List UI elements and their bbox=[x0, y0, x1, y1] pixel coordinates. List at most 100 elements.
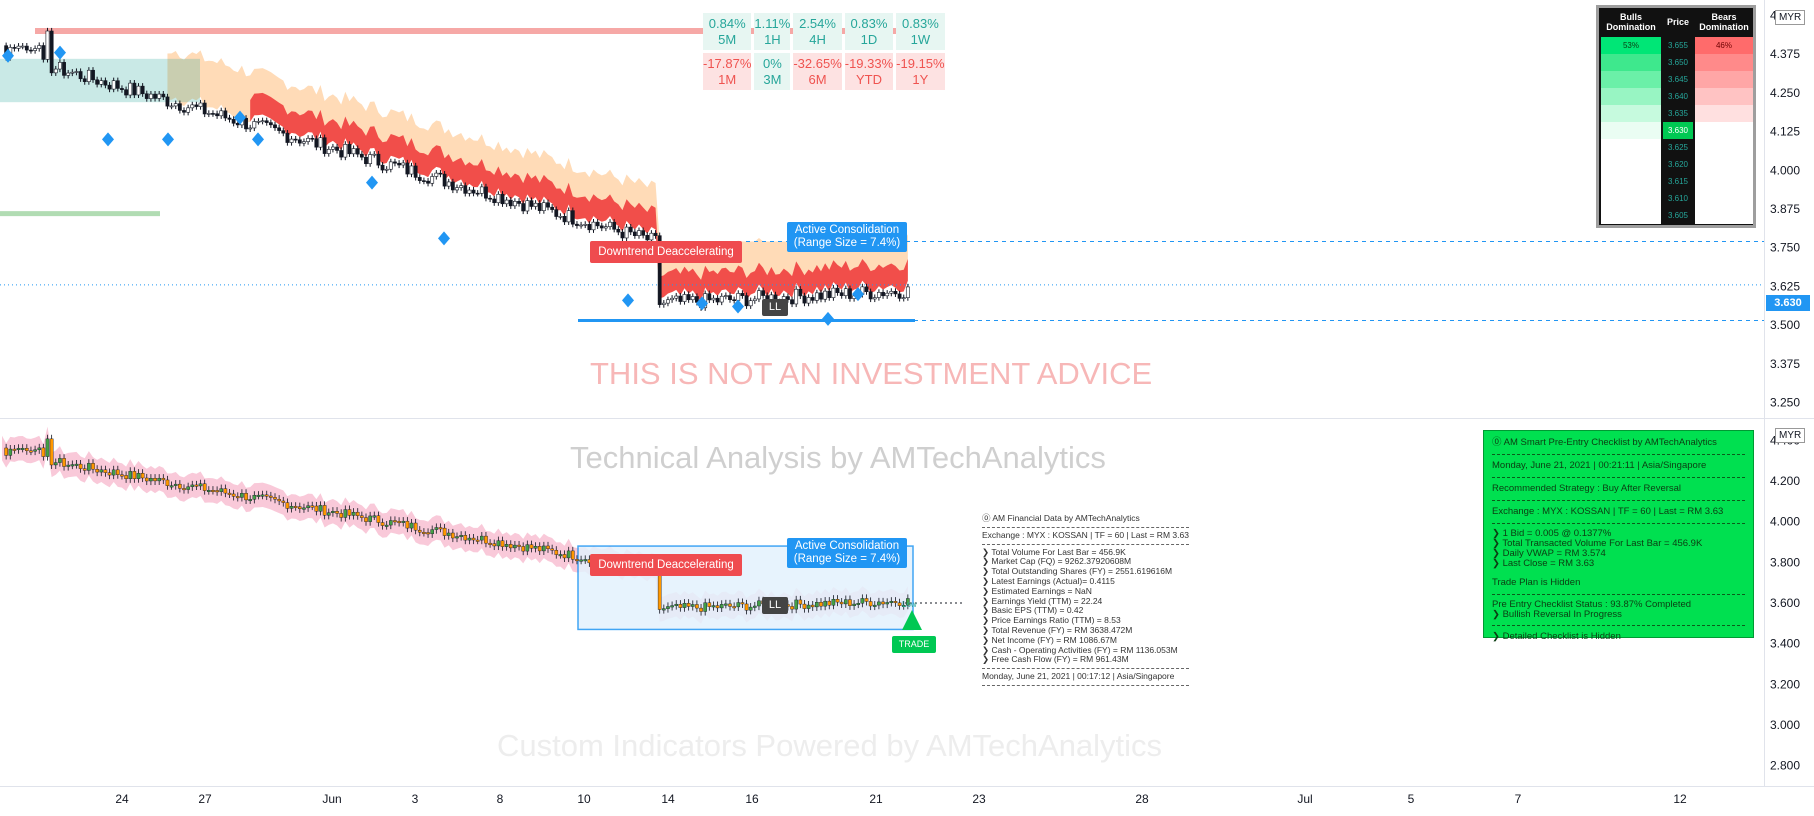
candle-body bbox=[649, 232, 654, 241]
candle-body bbox=[653, 232, 658, 236]
candle-body bbox=[815, 601, 819, 608]
candle-body bbox=[893, 291, 898, 295]
candle-body bbox=[529, 544, 534, 549]
candle-body bbox=[248, 499, 252, 502]
candle-body bbox=[484, 535, 488, 544]
candle-body bbox=[616, 228, 621, 233]
bears-header: Bears Domination bbox=[1699, 12, 1749, 32]
candle-body bbox=[281, 130, 286, 134]
candle-body bbox=[16, 448, 21, 450]
bulls-cell bbox=[1601, 139, 1661, 156]
candle-body bbox=[41, 45, 46, 60]
candle-body bbox=[488, 197, 492, 200]
candle-body bbox=[587, 224, 592, 231]
candle-body bbox=[182, 488, 186, 491]
candle-body bbox=[579, 559, 583, 562]
candle-body bbox=[380, 522, 385, 526]
candle-body bbox=[843, 288, 848, 296]
candle-body bbox=[401, 520, 406, 523]
candle-body bbox=[322, 505, 327, 516]
currency-label-top[interactable]: MYR bbox=[1775, 10, 1806, 25]
candle-body bbox=[728, 603, 732, 607]
candle-body bbox=[434, 172, 439, 177]
candle-body bbox=[202, 102, 207, 115]
candle-body bbox=[566, 550, 571, 559]
candle-body bbox=[343, 144, 348, 158]
x-tick-label: 5 bbox=[1408, 792, 1415, 806]
candle-body bbox=[740, 602, 745, 605]
y-tick-label: 3.875 bbox=[1770, 202, 1800, 216]
candle-body bbox=[438, 527, 443, 530]
candle-body bbox=[194, 104, 199, 107]
ll-label-bottom: LL bbox=[762, 597, 788, 614]
candle-body bbox=[360, 515, 364, 518]
candle-body bbox=[488, 542, 492, 545]
candle-body bbox=[87, 463, 91, 471]
candle-body bbox=[529, 200, 534, 207]
candle-body bbox=[810, 297, 815, 301]
candle-body bbox=[570, 210, 575, 225]
signal-diamond bbox=[852, 287, 864, 302]
candle-body bbox=[161, 477, 166, 481]
x-tick-label: 10 bbox=[577, 792, 591, 806]
candle-body bbox=[393, 520, 397, 523]
candle-body bbox=[856, 602, 861, 605]
candle-body bbox=[293, 506, 298, 508]
candle-body bbox=[240, 493, 244, 498]
candle-body bbox=[223, 110, 228, 119]
perf-cell: -32.65% 6M bbox=[793, 53, 842, 90]
candle-body bbox=[364, 517, 368, 522]
candle-body bbox=[566, 210, 571, 223]
ll-label-top: LL bbox=[762, 299, 788, 316]
candle-body bbox=[459, 185, 464, 188]
candle-body bbox=[455, 536, 459, 539]
candle-body bbox=[178, 483, 182, 489]
candle-body bbox=[157, 93, 162, 99]
candle-body bbox=[49, 30, 54, 74]
financial-item: ❯ Cash - Operating Activities (FY) = RM … bbox=[982, 644, 1178, 655]
candle-body bbox=[571, 550, 575, 560]
candle-body bbox=[285, 132, 290, 143]
price-cell: 3.610 bbox=[1663, 190, 1693, 207]
candle-body bbox=[690, 296, 695, 301]
candle-body bbox=[177, 103, 182, 111]
candle-body bbox=[872, 604, 877, 607]
candle-body bbox=[645, 235, 650, 241]
y-tick-label: 4.200 bbox=[1770, 474, 1800, 488]
domination-panel: Bulls Domination Price Bears Domination … bbox=[1596, 5, 1756, 228]
candle-body bbox=[897, 293, 902, 299]
candle-body bbox=[107, 84, 112, 90]
candle-body bbox=[277, 127, 282, 131]
candle-body bbox=[235, 122, 240, 126]
trade-label: TRADE bbox=[892, 636, 936, 653]
bulls-cell bbox=[1601, 105, 1661, 122]
candle-body bbox=[227, 117, 232, 120]
checklist-strategy: Recommended Strategy : Buy After Reversa… bbox=[1492, 483, 1682, 494]
candle-body bbox=[546, 545, 550, 549]
x-tick-label: 8 bbox=[497, 792, 504, 806]
candle-body bbox=[132, 471, 137, 479]
currency-label-bottom[interactable]: MYR bbox=[1775, 428, 1806, 443]
candle-body bbox=[492, 198, 497, 204]
candle-body bbox=[426, 180, 430, 184]
candle-body bbox=[417, 177, 422, 181]
candle-body bbox=[136, 85, 141, 96]
y-tick-label: 3.400 bbox=[1770, 637, 1800, 651]
candle-body bbox=[517, 201, 521, 204]
financial-title: ⓪ AM Financial Data by AMTechAnalytics bbox=[982, 513, 1140, 523]
financial-item: ❯ Basic EPS (TTM) = 0.42 bbox=[982, 605, 1084, 616]
candle-body bbox=[149, 478, 153, 482]
candle-body bbox=[438, 172, 443, 175]
candle-body bbox=[446, 181, 451, 187]
disclaimer-watermark: THIS IS NOT AN INVESTMENT ADVICE bbox=[590, 356, 1153, 391]
candle-body bbox=[496, 540, 501, 547]
candle-body bbox=[173, 103, 178, 107]
candle-body bbox=[347, 509, 352, 516]
candle-body bbox=[492, 543, 497, 547]
candle-body bbox=[806, 297, 811, 304]
candle-body bbox=[504, 544, 509, 547]
candle-body bbox=[599, 225, 604, 229]
x-tick-label: 28 bbox=[1135, 792, 1149, 806]
candle-body bbox=[517, 544, 521, 547]
